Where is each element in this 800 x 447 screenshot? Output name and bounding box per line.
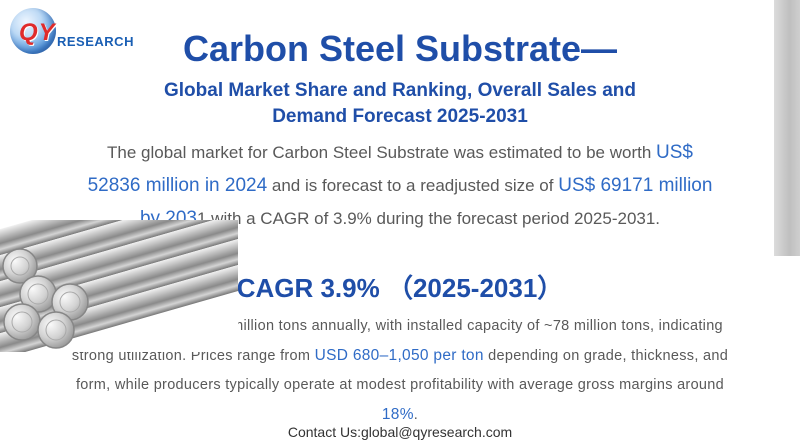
qyresearch-logo: QY RESEARCH <box>10 8 160 60</box>
steel-rods-svg <box>0 161 271 364</box>
logo-text-qy: QY <box>19 19 56 46</box>
right-edge-gray-bar <box>774 0 800 256</box>
globe-icon <box>10 8 56 54</box>
steel-rods-image <box>0 161 271 364</box>
details-text-3: . <box>413 407 419 423</box>
details-margin-value: 18% <box>381 406 414 423</box>
cagr-headline: CAGR 3.9% （2025-2031） <box>236 273 564 303</box>
page-subtitle: Global Market Share and Ranking, Overall… <box>100 78 700 130</box>
contact-line: Contact Us:global@qyresearch.com <box>287 424 513 440</box>
details-text-1: Globally, output is ~62 million tons ann… <box>71 318 723 364</box>
summary-text-3: 1 with a CAGR of 3.9% during the forecas… <box>196 209 661 228</box>
details-price-range: USD 680–1,050 per ton <box>314 347 484 364</box>
logo-text-research: RESEARCH <box>57 34 134 49</box>
subtitle-line-2: Demand Forecast 2025-2031 <box>272 106 528 127</box>
market-details-paragraph: Globally, output is ~62 million tons ann… <box>60 312 740 430</box>
market-summary-paragraph: The global market for Carbon Steel Subst… <box>80 136 720 235</box>
summary-text-1: The global market for Carbon Steel Subst… <box>107 143 657 162</box>
summary-value-2024: US$ 52836 million in 2024 <box>87 142 693 196</box>
details-text-2: depending on grade, thickness, and form,… <box>75 348 729 393</box>
summary-text-2: and is forecast to a readjusted size of <box>267 176 559 195</box>
subtitle-line-1: Global Market Share and Ranking, Overall… <box>164 80 636 101</box>
page-title: Carbon Steel Substrate— <box>182 28 618 69</box>
